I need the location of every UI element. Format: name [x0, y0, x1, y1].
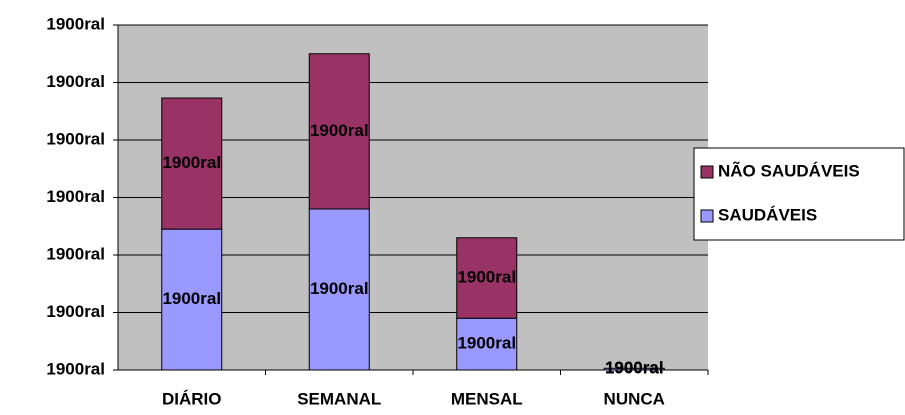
data-label: 1900ral — [457, 334, 516, 353]
y-tick-label: 1900ral — [46, 14, 105, 33]
legend-swatch — [700, 165, 714, 179]
legend-swatch — [700, 209, 714, 223]
data-label: 1900ral — [162, 153, 221, 172]
bar-segment — [308, 208, 370, 371]
data-label: 1900ral — [310, 121, 369, 140]
x-tick-label: MENSAL — [451, 389, 523, 408]
bar-segment — [456, 237, 518, 319]
y-tick-label: 1900ral — [46, 129, 105, 148]
data-label: 1900ral — [605, 359, 664, 378]
y-tick-label: 1900ral — [46, 72, 105, 91]
bar-segment — [308, 53, 370, 210]
bar-segment — [603, 367, 665, 371]
y-tick-label: 1900ral — [46, 244, 105, 263]
legend-label: SAUDÁVEIS — [718, 205, 817, 224]
data-label: 1900ral — [457, 267, 516, 286]
y-tick-label: 1900ral — [46, 359, 105, 378]
x-tick-label: NUNCA — [604, 389, 665, 408]
bar-segment — [456, 317, 518, 371]
y-tick-label: 1900ral — [46, 187, 105, 206]
data-label: 1900ral — [310, 279, 369, 298]
data-label: 1900ral — [605, 358, 664, 377]
x-tick-label: DIÁRIO — [162, 389, 222, 408]
bar-segment — [161, 228, 223, 371]
x-tick-label: SEMANAL — [297, 389, 381, 408]
legend-label: NÃO SAUDÁVEIS — [718, 160, 860, 180]
y-tick-label: 1900ral — [46, 302, 105, 321]
data-label: 1900ral — [162, 289, 221, 308]
legend-box — [693, 147, 905, 241]
bar-segment — [161, 97, 223, 230]
